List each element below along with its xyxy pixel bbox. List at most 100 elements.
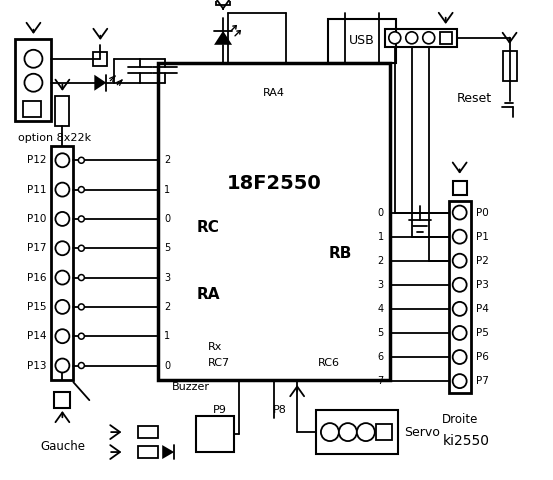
Text: P16: P16 bbox=[27, 273, 46, 283]
Text: ki2550: ki2550 bbox=[442, 434, 489, 448]
Circle shape bbox=[79, 245, 85, 251]
Circle shape bbox=[55, 359, 69, 372]
Text: 5: 5 bbox=[164, 243, 170, 253]
Text: RC6: RC6 bbox=[318, 358, 340, 368]
Circle shape bbox=[453, 205, 467, 219]
Bar bbox=[385, 29, 457, 47]
Bar bbox=[51, 145, 74, 380]
Text: 5: 5 bbox=[378, 328, 384, 338]
Text: P8: P8 bbox=[273, 405, 287, 415]
Bar bbox=[158, 63, 390, 380]
Circle shape bbox=[79, 275, 85, 280]
Text: P0: P0 bbox=[476, 207, 488, 217]
Bar bbox=[55, 96, 69, 126]
Text: RC7: RC7 bbox=[208, 358, 230, 368]
Bar bbox=[138, 446, 158, 458]
Text: P1: P1 bbox=[476, 232, 488, 241]
Circle shape bbox=[79, 362, 85, 369]
Bar bbox=[23, 101, 41, 117]
Bar bbox=[440, 32, 452, 44]
Circle shape bbox=[422, 32, 435, 44]
Text: P13: P13 bbox=[27, 360, 46, 371]
Text: P4: P4 bbox=[476, 304, 488, 314]
Text: 3: 3 bbox=[164, 273, 170, 283]
Text: USB: USB bbox=[349, 34, 375, 48]
Circle shape bbox=[453, 229, 467, 244]
Bar bbox=[453, 180, 467, 194]
Bar bbox=[376, 424, 392, 440]
Text: P12: P12 bbox=[27, 155, 46, 165]
Circle shape bbox=[389, 32, 401, 44]
Circle shape bbox=[79, 304, 85, 310]
Circle shape bbox=[79, 187, 85, 192]
Circle shape bbox=[357, 423, 375, 441]
Text: Servo: Servo bbox=[404, 426, 440, 439]
Bar bbox=[93, 52, 107, 66]
Text: 2: 2 bbox=[164, 155, 170, 165]
Circle shape bbox=[339, 423, 357, 441]
Polygon shape bbox=[214, 31, 232, 45]
Circle shape bbox=[406, 32, 418, 44]
Text: 6: 6 bbox=[378, 352, 384, 362]
Text: 1: 1 bbox=[164, 331, 170, 341]
Circle shape bbox=[453, 302, 467, 316]
Text: 18F2550: 18F2550 bbox=[227, 174, 321, 193]
Bar bbox=[196, 416, 234, 452]
Bar bbox=[15, 39, 51, 120]
Text: P6: P6 bbox=[476, 352, 488, 362]
Text: P11: P11 bbox=[27, 185, 46, 194]
Text: P2: P2 bbox=[476, 256, 488, 266]
Text: 7: 7 bbox=[378, 376, 384, 386]
Text: 2: 2 bbox=[164, 302, 170, 312]
Text: RC: RC bbox=[196, 220, 219, 235]
Circle shape bbox=[55, 329, 69, 343]
Bar bbox=[328, 19, 396, 63]
Circle shape bbox=[453, 326, 467, 340]
Text: P10: P10 bbox=[27, 214, 46, 224]
Circle shape bbox=[55, 241, 69, 255]
Bar bbox=[54, 392, 70, 408]
Text: 2: 2 bbox=[378, 256, 384, 266]
Circle shape bbox=[55, 153, 69, 167]
Circle shape bbox=[24, 50, 43, 68]
Text: Reset: Reset bbox=[456, 92, 492, 105]
Text: Droite: Droite bbox=[441, 413, 478, 426]
Bar bbox=[216, 0, 230, 5]
Text: 4: 4 bbox=[378, 304, 384, 314]
Text: P9: P9 bbox=[213, 405, 227, 415]
Circle shape bbox=[453, 350, 467, 364]
Circle shape bbox=[79, 216, 85, 222]
Text: P3: P3 bbox=[476, 280, 488, 290]
Polygon shape bbox=[95, 75, 106, 91]
Text: RA4: RA4 bbox=[263, 88, 285, 98]
Text: 1: 1 bbox=[378, 232, 384, 241]
Text: 3: 3 bbox=[378, 280, 384, 290]
Text: option 8x22k: option 8x22k bbox=[18, 132, 92, 143]
Bar bbox=[448, 201, 471, 393]
Bar bbox=[316, 410, 398, 454]
Circle shape bbox=[453, 278, 467, 292]
Text: RB: RB bbox=[328, 246, 352, 261]
Text: P7: P7 bbox=[476, 376, 488, 386]
Text: 1: 1 bbox=[164, 185, 170, 194]
Circle shape bbox=[79, 157, 85, 163]
Polygon shape bbox=[162, 445, 174, 459]
Circle shape bbox=[24, 74, 43, 92]
Circle shape bbox=[453, 254, 467, 268]
Circle shape bbox=[55, 212, 69, 226]
Bar bbox=[503, 51, 517, 81]
Circle shape bbox=[55, 182, 69, 197]
Circle shape bbox=[453, 374, 467, 388]
Text: Gauche: Gauche bbox=[40, 440, 85, 453]
Text: Rx: Rx bbox=[208, 342, 222, 352]
Text: 0: 0 bbox=[164, 214, 170, 224]
Text: P15: P15 bbox=[27, 302, 46, 312]
Text: P17: P17 bbox=[27, 243, 46, 253]
Text: RA: RA bbox=[196, 287, 220, 302]
Bar bbox=[138, 426, 158, 438]
Text: 0: 0 bbox=[378, 207, 384, 217]
Circle shape bbox=[55, 300, 69, 314]
Text: 0: 0 bbox=[164, 360, 170, 371]
Circle shape bbox=[79, 333, 85, 339]
Text: Buzzer: Buzzer bbox=[172, 382, 210, 392]
